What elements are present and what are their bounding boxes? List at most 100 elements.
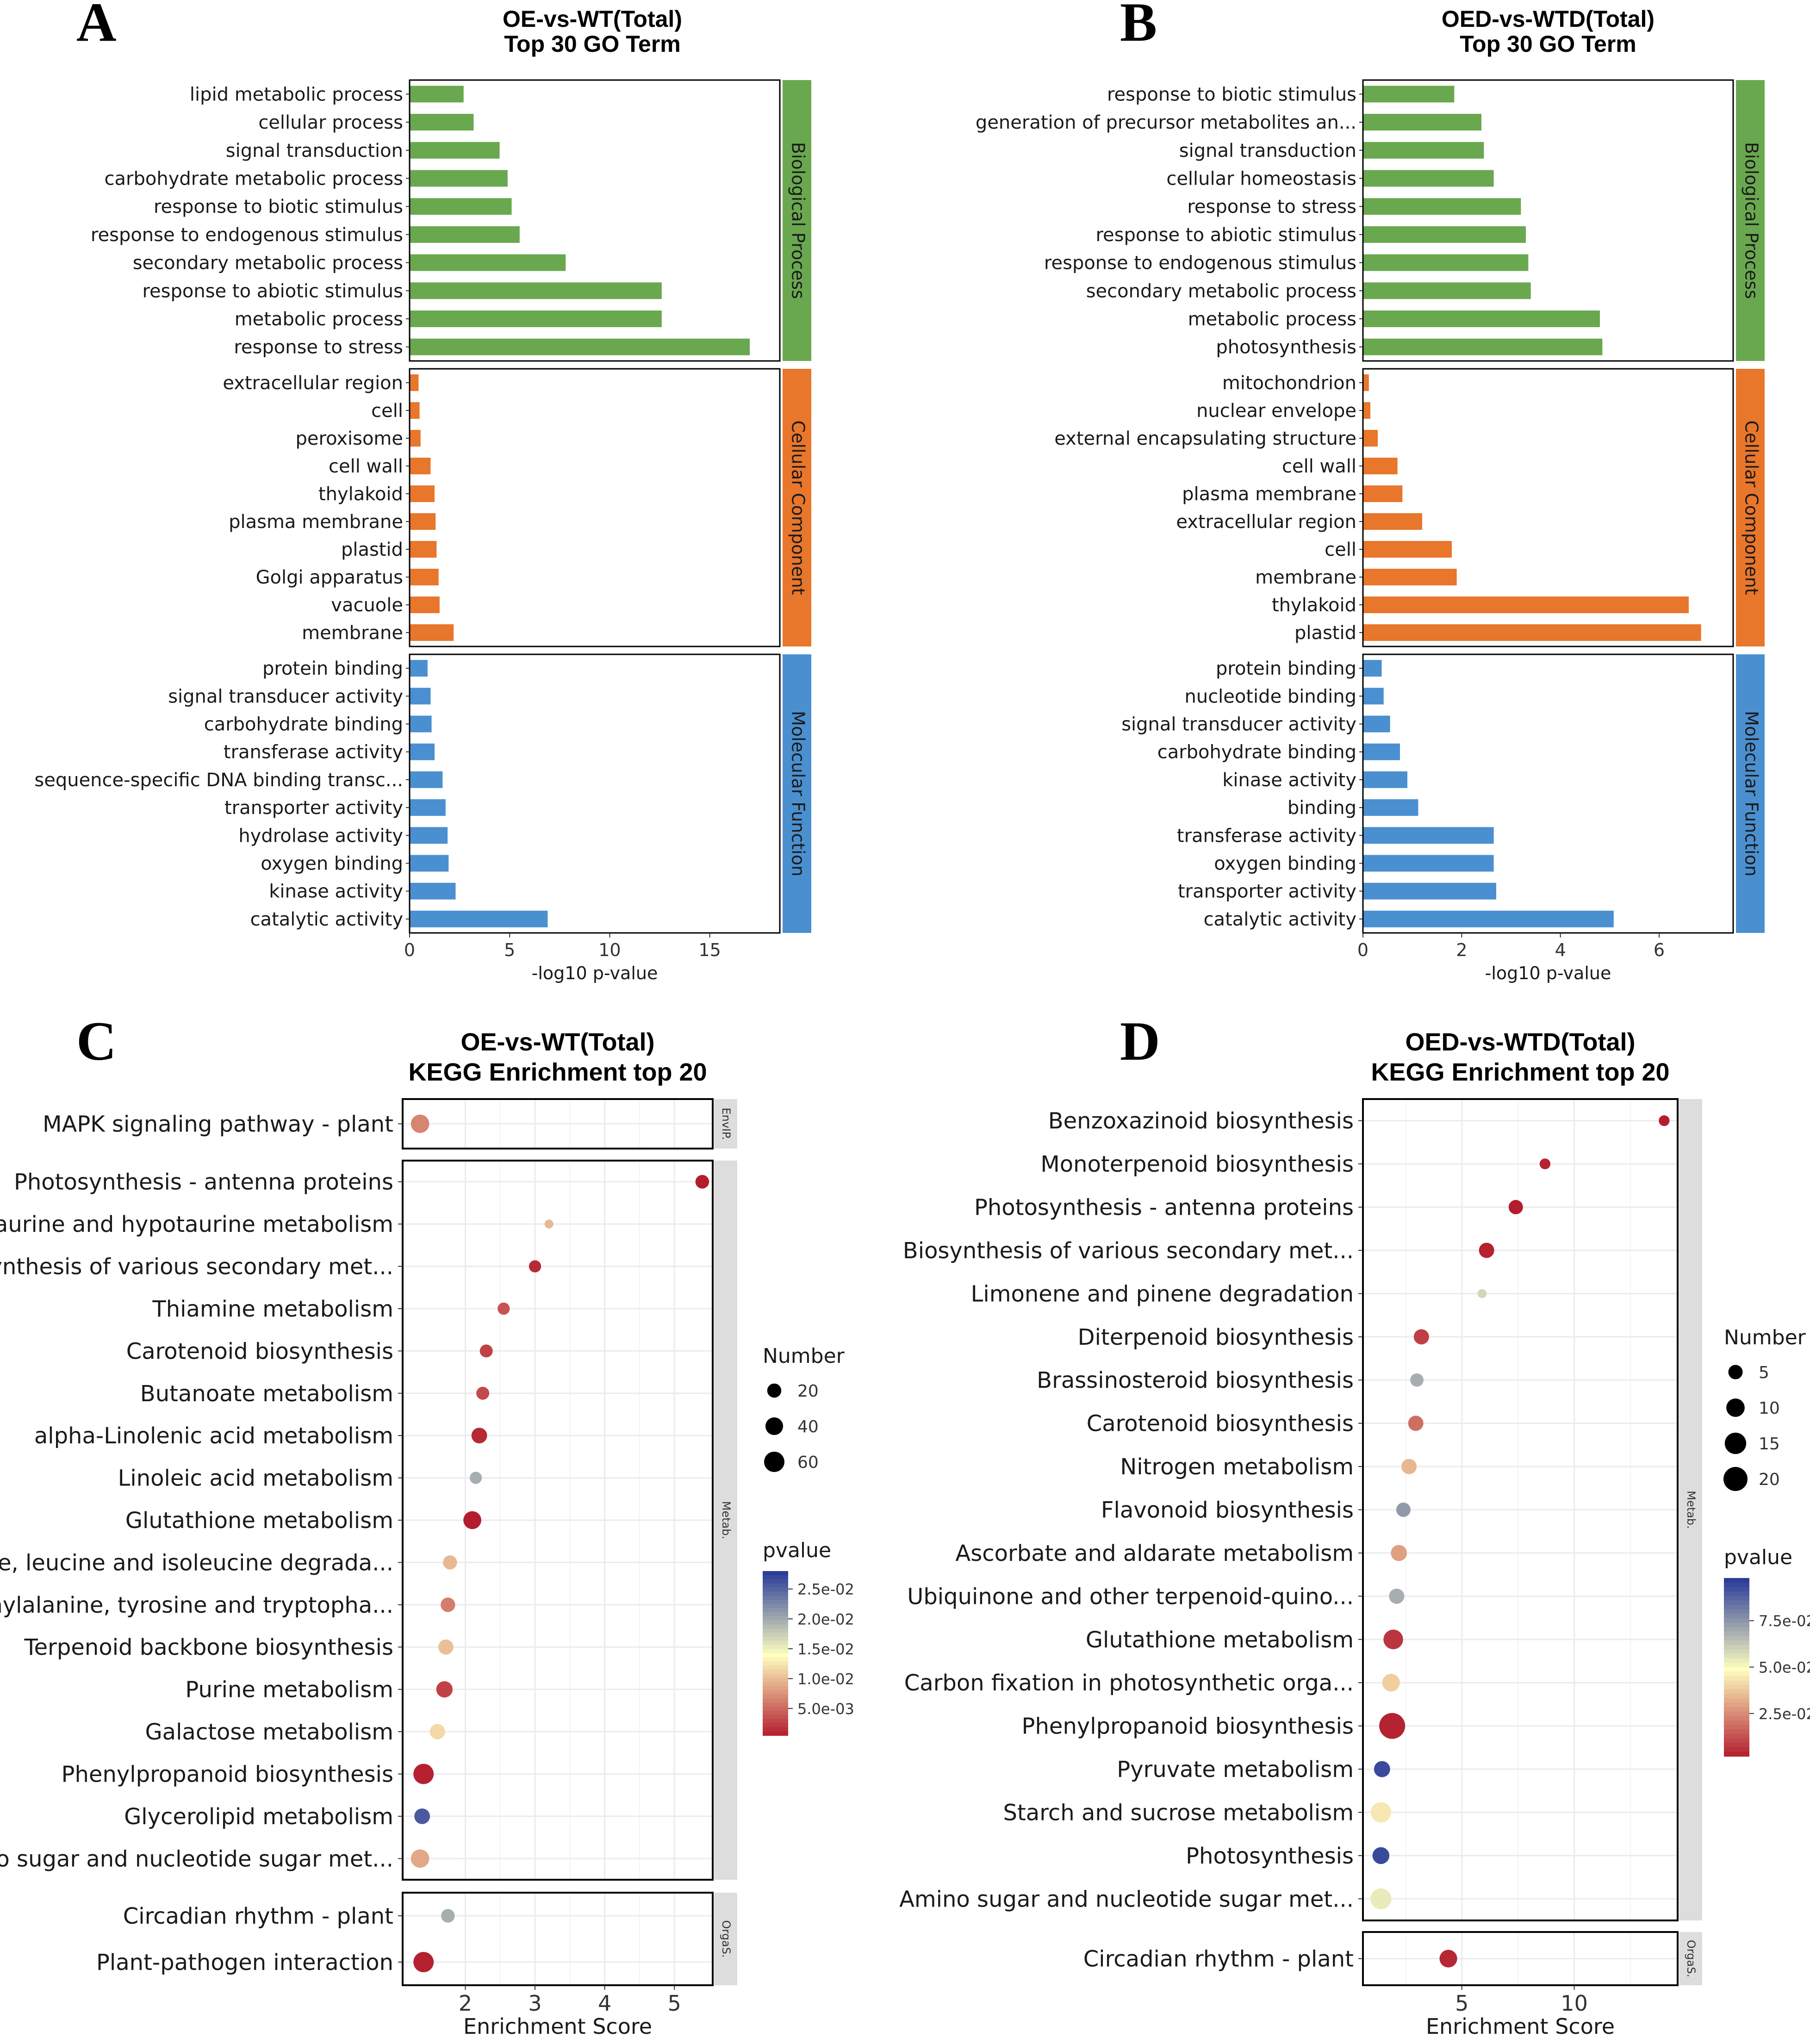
dot <box>529 1260 541 1273</box>
colorbar-segment <box>1724 1685 1749 1690</box>
bar <box>1363 86 1455 103</box>
dot <box>498 1302 510 1315</box>
dot <box>1383 1629 1403 1650</box>
dot <box>1508 1200 1523 1215</box>
facet-strip <box>783 654 811 933</box>
dot <box>1408 1416 1424 1431</box>
bar <box>1363 541 1452 558</box>
facet-label: Biological Process <box>788 142 809 299</box>
bar <box>1363 910 1614 927</box>
pathway-label: Phenylalanine, tyrosine and tryptopha... <box>0 1592 393 1618</box>
term-label: oxygen binding <box>261 853 403 875</box>
term-label: hydrolase activity <box>238 825 403 846</box>
dot <box>1539 1158 1551 1169</box>
term-label: response to stress <box>1187 196 1356 217</box>
pathway-label: Carbon fixation in photosynthetic orga..… <box>904 1670 1354 1696</box>
facet-frame <box>1362 1098 1679 1921</box>
pathway-label: Biosynthesis of various secondary met... <box>903 1238 1354 1264</box>
facet-label: Biological Process <box>1742 142 1762 299</box>
colorbar-segment <box>1724 1609 1749 1614</box>
term-label: secondary metabolic process <box>1086 280 1356 302</box>
bar <box>410 226 520 243</box>
term-label: binding <box>1288 797 1356 819</box>
dot <box>1372 1847 1390 1864</box>
term-label: carbohydrate binding <box>204 714 403 735</box>
term-label: response to biotic stimulus <box>154 196 403 217</box>
bar <box>1363 771 1407 788</box>
pathway-label: Diterpenoid biosynthesis <box>1078 1324 1354 1350</box>
colorbar-segment <box>1724 1721 1749 1726</box>
term-label: protein binding <box>262 658 403 679</box>
panel-c-subtitle: KEGG Enrichment top 20 <box>408 1058 707 1086</box>
colorbar-segment <box>1724 1694 1749 1699</box>
pathway-label: Terpenoid backbone biosynthesis <box>24 1634 393 1660</box>
pathway-label: Glutathione metabolism <box>1086 1627 1354 1653</box>
bar <box>410 596 440 613</box>
panel-b-title: OED-vs-WTD(Total) <box>1442 6 1655 32</box>
legend-size-dot <box>1724 1432 1747 1454</box>
colorbar-segment <box>763 1686 788 1691</box>
panel-a-letter: A <box>76 0 117 53</box>
x-tick-label: 5 <box>1455 1991 1468 2016</box>
pathway-label: Pyruvate metabolism <box>1117 1757 1354 1783</box>
colorbar-segment <box>763 1649 788 1654</box>
legend-size-dot <box>1723 1467 1748 1491</box>
legend-size-label: 5 <box>1759 1363 1769 1382</box>
facet-label: Metab. <box>1685 1491 1698 1528</box>
colorbar-label: 5.0e-02 <box>1759 1659 1810 1677</box>
term-label: transporter activity <box>224 797 403 819</box>
x-axis-title: -log10 p-value <box>1485 963 1611 983</box>
dot <box>413 1764 434 1784</box>
facet-frame <box>402 1892 714 1986</box>
colorbar-segment <box>763 1624 788 1629</box>
bar <box>410 430 421 447</box>
term-label: thylakoid <box>1272 595 1356 616</box>
colorbar-segment <box>1724 1662 1749 1668</box>
colorbar-segment <box>1724 1752 1749 1757</box>
colorbar-segment <box>763 1637 788 1641</box>
colorbar-segment <box>763 1583 788 1588</box>
pathway-label: Photosynthesis - antenna proteins <box>14 1169 393 1195</box>
bar <box>410 624 454 641</box>
colorbar-segment <box>763 1719 788 1724</box>
pathway-label: Limonene and pinene degradation <box>971 1281 1354 1307</box>
x-tick-label: 4 <box>1555 940 1566 960</box>
term-label: mitochondrion <box>1222 373 1356 394</box>
term-label: carbohydrate metabolic process <box>105 168 403 189</box>
bar <box>410 541 437 558</box>
term-label: kinase activity <box>1222 770 1356 791</box>
colorbar-segment <box>1724 1653 1749 1659</box>
facet-strip <box>1679 1099 1702 1920</box>
dot <box>695 1174 709 1189</box>
x-tick-label: 5 <box>504 940 515 960</box>
colorbar-segment <box>1724 1578 1749 1583</box>
pathway-label: Linoleic acid metabolism <box>118 1466 393 1491</box>
pathway-label: Monoterpenoid biosynthesis <box>1040 1151 1354 1177</box>
bar <box>1363 660 1382 677</box>
colorbar-label: 2.0e-02 <box>797 1610 854 1628</box>
facet-strip <box>714 1099 737 1149</box>
colorbar-segment <box>1724 1631 1749 1637</box>
colorbar-segment <box>763 1628 788 1634</box>
bar <box>1363 310 1600 327</box>
colorbar-segment <box>1724 1640 1749 1646</box>
term-label: plasma membrane <box>1182 484 1356 505</box>
colorbar-segment <box>1724 1707 1749 1712</box>
bar <box>1363 198 1521 215</box>
term-label: membrane <box>302 622 403 644</box>
colorbar-segment <box>1724 1649 1749 1654</box>
bar <box>410 114 474 131</box>
pathway-label: Carotenoid biosynthesis <box>1087 1411 1354 1437</box>
bar <box>410 688 431 705</box>
term-label: sequence-specific DNA binding transc... <box>34 770 403 791</box>
dot <box>1413 1329 1429 1345</box>
dot <box>436 1681 453 1698</box>
pathway-label: alpha-Linolenic acid metabolism <box>34 1423 393 1449</box>
term-label: plastid <box>341 539 403 560</box>
term-label: secondary metabolic process <box>133 253 403 274</box>
bar <box>1363 458 1398 474</box>
term-label: response to biotic stimulus <box>1107 84 1356 105</box>
legend-size-dot <box>1726 1398 1745 1417</box>
pathway-label: Brassinosteroid biosynthesis <box>1037 1367 1354 1393</box>
term-label: catalytic activity <box>250 909 403 930</box>
